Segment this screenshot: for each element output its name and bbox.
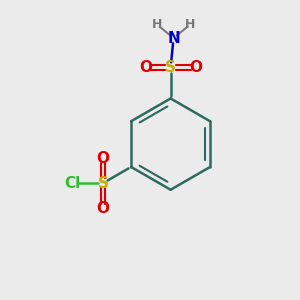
Text: H: H	[152, 18, 163, 32]
Text: O: O	[189, 60, 202, 75]
Text: H: H	[184, 18, 195, 32]
Text: N: N	[167, 31, 180, 46]
Text: O: O	[97, 201, 110, 216]
Text: O: O	[97, 151, 110, 166]
Text: Cl: Cl	[64, 176, 80, 190]
Text: O: O	[139, 60, 152, 75]
Text: S: S	[98, 176, 109, 190]
Text: S: S	[165, 60, 176, 75]
